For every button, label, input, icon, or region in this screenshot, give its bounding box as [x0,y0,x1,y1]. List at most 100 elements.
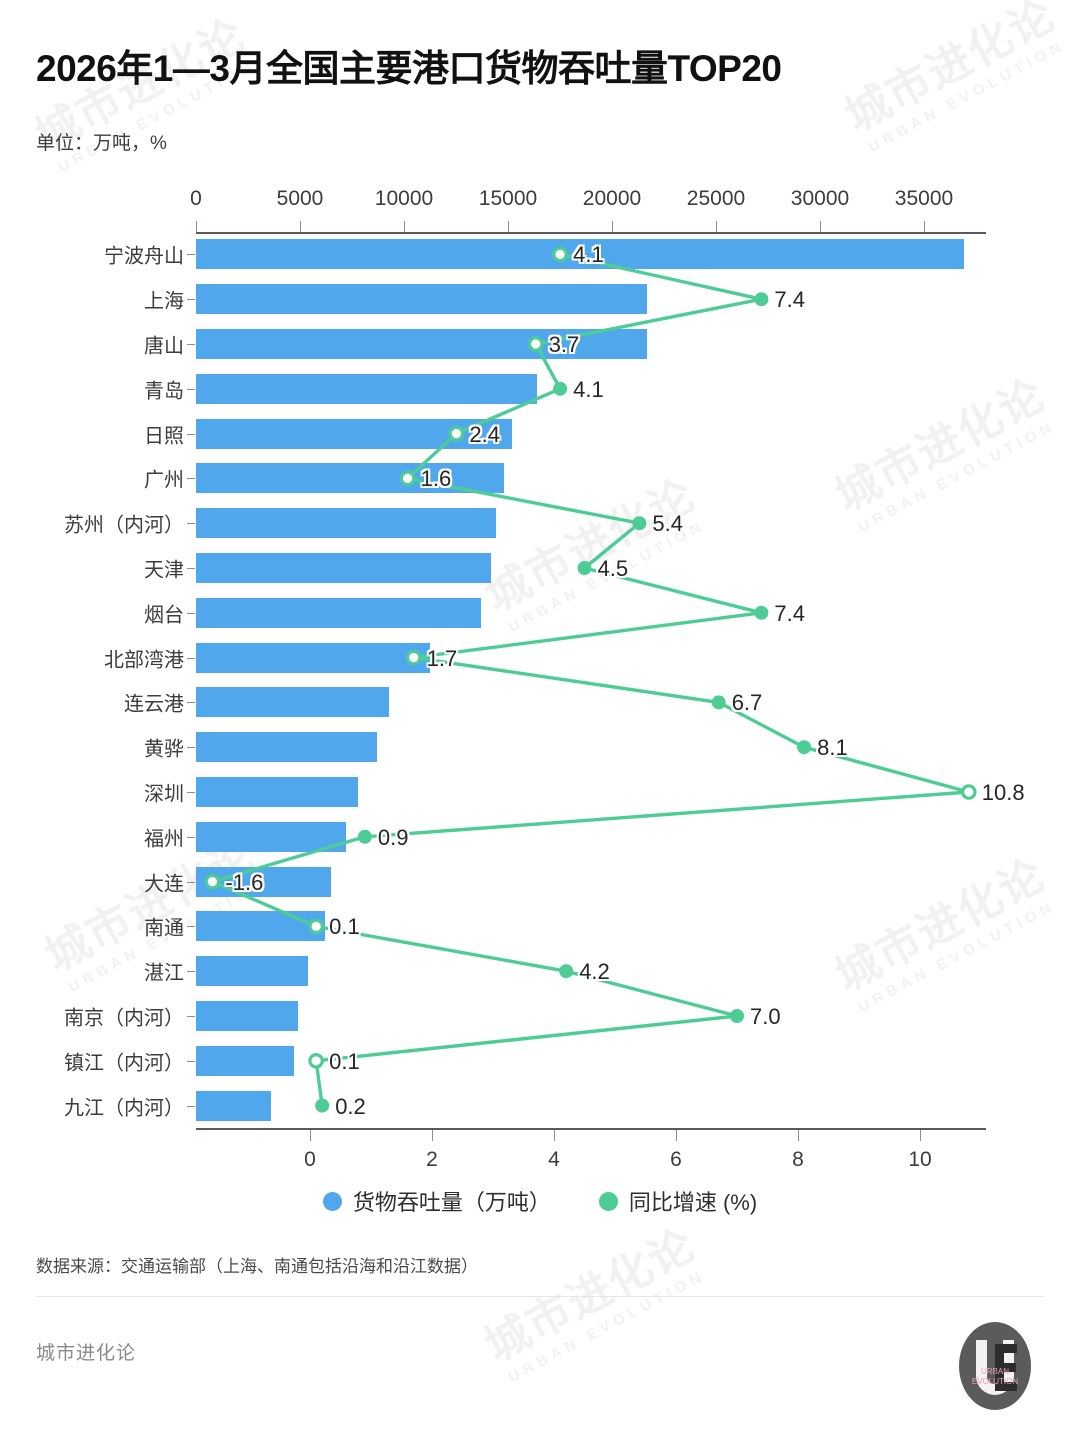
line-point[interactable] [204,873,221,890]
category-label: 天津 [144,559,184,582]
line-axis-tick-label: 4 [548,1148,560,1171]
line-value-label: 0.1 [329,914,360,940]
category-label: 南京（内河） [64,1007,184,1030]
line-value-label: 4.1 [573,242,604,268]
category-label: 苏州（内河） [64,514,184,537]
line-value-label: 3.7 [548,332,580,357]
line-point[interactable] [754,292,769,307]
bar-axis-tick-label: 15000 [478,187,538,210]
bar-axis-tick-label: 20000 [582,187,642,210]
legend-item-throughput[interactable]: 货物吞吐量（万吨） [322,1185,551,1217]
bar[interactable] [196,642,430,673]
line-axis-tick [554,1130,555,1141]
line-value-label: 5.4 [652,511,683,537]
chart-legend: 货物吞吐量（万吨） 同比增速 (%) [0,1185,1080,1217]
line-value-label: 6.7 [731,690,763,716]
line-point[interactable] [527,336,544,352]
line-value-label: 7.0 [750,1004,781,1029]
line-value-label: 4.1 [573,376,604,402]
line-point[interactable] [960,784,977,800]
line-point[interactable] [797,740,812,755]
line-value-label: 2.4 [469,421,500,447]
category-label: 湛江 [144,962,184,985]
bar[interactable] [196,553,492,583]
bar-axis-tick-label: 10000 [374,187,434,210]
line-point[interactable] [405,649,422,666]
line-point[interactable] [308,1053,324,1069]
category-tick [187,1060,195,1062]
category-tick [187,523,195,525]
category-label: 广州 [144,469,184,492]
bar[interactable] [196,373,538,404]
line-point[interactable] [632,516,647,531]
category-tick [187,836,195,838]
line-axis-tick [676,1130,677,1141]
bar[interactable] [196,239,964,270]
category-label: 镇江（内河） [64,1052,184,1075]
line-value-label: -1.6 [225,869,264,895]
category-label: 深圳 [144,783,184,806]
line-value-label: 1.6 [420,466,452,492]
line-point[interactable] [754,605,769,620]
growth-line [210,252,971,1108]
line-point[interactable] [357,829,372,844]
legend-label-growth: 同比增速 (%) [628,1190,758,1215]
line-value-label: 8.1 [817,735,848,761]
line-point[interactable] [553,381,568,396]
category-tick [187,388,195,390]
bar-axis-tick [300,221,301,232]
bar[interactable] [196,597,481,628]
bar[interactable] [196,956,309,987]
line-value-label: 4.5 [597,556,629,581]
bar-axis-tick [716,221,717,232]
line-point[interactable] [315,1098,330,1113]
line-point[interactable] [552,246,568,263]
category-tick [187,926,195,928]
legend-item-growth[interactable]: 同比增速 (%) [598,1185,758,1217]
bar[interactable] [196,284,648,315]
bar[interactable] [196,732,377,763]
category-tick [187,478,195,480]
line-point[interactable] [711,695,726,710]
bar[interactable] [196,777,359,807]
page-title: 2026年1—3月全国主要港口货物吞吐量TOP20 [36,48,782,89]
category-label: 南通 [144,917,184,940]
bar[interactable] [196,508,496,539]
bar[interactable] [196,329,648,359]
line-point[interactable] [577,560,592,575]
bar[interactable] [196,687,390,718]
brand-name: 城市进化论 [36,1343,137,1364]
line-point[interactable] [399,470,416,487]
line-axis-tick-label: 2 [426,1148,438,1171]
line-value-label: 0.2 [335,1093,366,1119]
line-axis-tick-label: 8 [792,1148,804,1171]
bar[interactable] [196,1090,271,1121]
category-label: 福州 [144,828,184,851]
line-point[interactable] [308,918,324,935]
category-tick [187,702,195,704]
line-value-label: 10.8 [981,780,1025,805]
bar-axis-tick-label: 5000 [276,187,324,210]
category-tick [187,344,195,345]
footer-divider [36,1296,1044,1297]
category-label: 大连 [144,873,184,896]
category-label: 黄骅 [144,738,184,761]
data-source: 数据来源：交通运输部（上海、南通包括沿海和沿江数据） [36,1257,478,1276]
line-point[interactable] [729,1008,744,1023]
ue-logo: URBAN EVOLUTION [959,1322,1031,1410]
category-label: 上海 [144,290,184,313]
line-point[interactable] [559,964,574,979]
bar[interactable] [196,1001,298,1031]
svg-text:URBAN: URBAN [981,1367,1009,1376]
bar[interactable] [196,1045,294,1076]
category-tick [187,299,195,301]
line-value-label: 0.1 [329,1048,360,1074]
bar[interactable] [196,911,325,942]
line-value-label: 0.9 [377,824,409,850]
category-label: 宁波舟山 [104,245,184,268]
bar-axis-tick-label: 25000 [686,187,746,210]
line-point[interactable] [448,425,465,442]
bar[interactable] [196,821,346,852]
